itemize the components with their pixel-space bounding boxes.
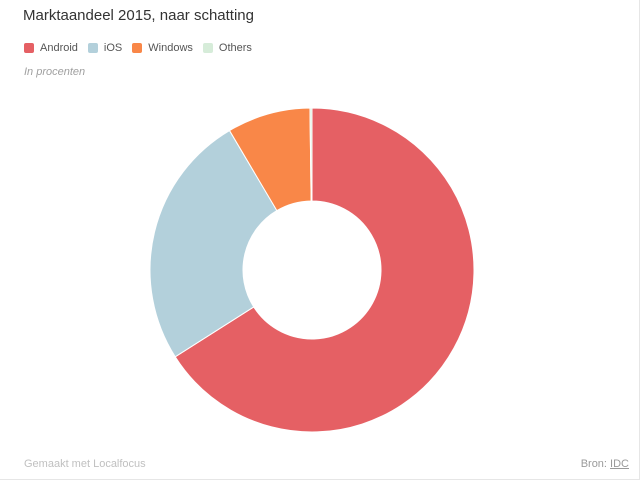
slice-android[interactable]: [174, 107, 475, 433]
legend-item-ios[interactable]: iOS: [87, 42, 123, 54]
source-prefix: Bron:: [580, 458, 607, 470]
legend-label-ios: iOS: [103, 42, 123, 54]
legend: Android iOS Windows Others: [24, 42, 262, 54]
legend-item-others[interactable]: Others: [202, 42, 252, 54]
slice-others[interactable]: [309, 107, 313, 202]
legend-swatch-android: [24, 43, 34, 53]
legend-swatch-ios: [87, 43, 98, 53]
legend-label-android: Android: [40, 42, 78, 54]
legend-label-others: Others: [218, 42, 252, 54]
legend-swatch-windows: [132, 43, 143, 53]
chart-subtitle: In procenten: [24, 66, 86, 78]
legend-item-android[interactable]: Android: [24, 42, 78, 54]
slice-ios[interactable]: [149, 129, 278, 358]
legend-label-windows: Windows: [148, 42, 193, 54]
source-link[interactable]: IDC: [610, 458, 629, 470]
source-text: Bron: IDC: [581, 458, 629, 470]
chart-title: Marktaandeel 2015, naar schatting: [23, 7, 254, 24]
credit-text: Gemaakt met Localfocus: [24, 458, 146, 470]
legend-swatch-others: [202, 43, 213, 53]
legend-item-windows[interactable]: Windows: [132, 42, 193, 54]
